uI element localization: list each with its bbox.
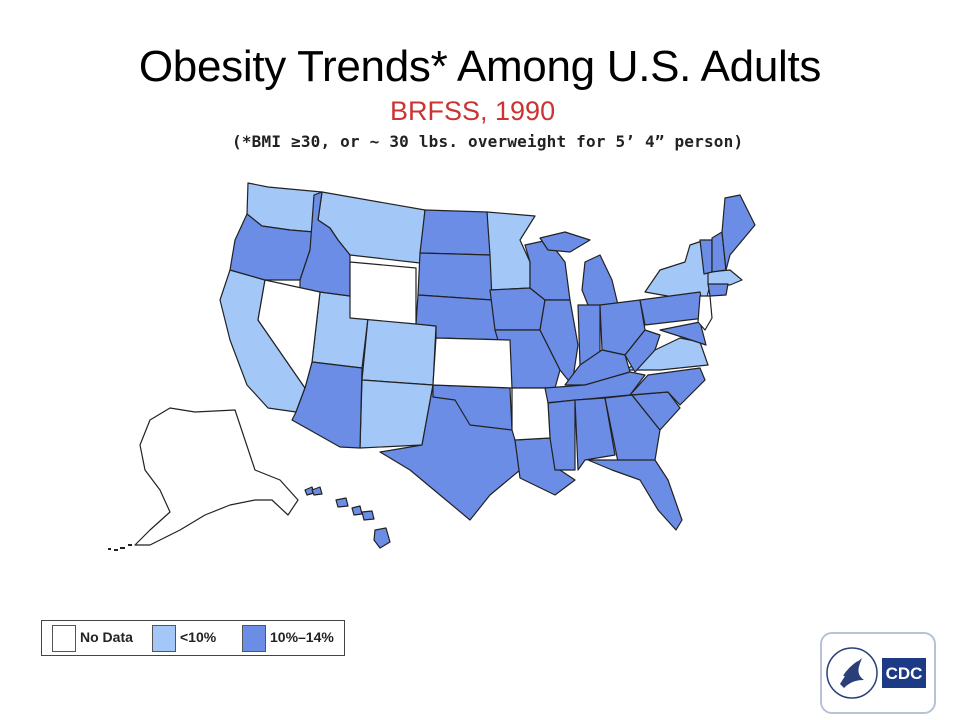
- state-new-jersey: [697, 295, 713, 331]
- state-west-virginia: [624, 329, 661, 373]
- state-hawaii-4: [351, 505, 363, 516]
- state-michigan-up: [539, 231, 591, 253]
- state-north-dakota: [419, 209, 491, 256]
- map-legend: No Data <10% 10%–14%: [41, 620, 345, 656]
- state-new-mexico: [359, 379, 434, 449]
- legend-swatch-10-14: [242, 625, 266, 652]
- state-arkansas: [511, 387, 551, 441]
- legend-label-lt10: <10%: [180, 629, 217, 645]
- state-hawaii-2: [311, 486, 323, 496]
- state-alaska: [134, 407, 299, 546]
- state-hawaii-6: [373, 527, 391, 549]
- state-south-dakota: [417, 252, 493, 301]
- state-hawaii-3: [335, 497, 349, 508]
- page-subtitle: BRFSS, 1990: [390, 96, 556, 126]
- state-georgia: [604, 394, 661, 463]
- alaska-islands: [108, 544, 132, 551]
- state-kansas: [432, 337, 513, 389]
- cdc-logo-text: CDC: [886, 664, 923, 683]
- legend-label-10-14: 10%–14%: [270, 629, 334, 645]
- 10-14-states: [229, 191, 756, 549]
- state-north-carolina: [629, 367, 706, 406]
- state-alabama: [574, 397, 616, 471]
- no-data-states: [134, 261, 713, 546]
- hhs-eagle-icon: CDC: [826, 647, 926, 699]
- legend-swatch-no-data: [52, 625, 76, 652]
- state-nevada: [257, 279, 321, 389]
- state-florida: [587, 459, 683, 531]
- hhs-cdc-logo: CDC: [820, 632, 936, 714]
- state-maryland: [659, 321, 707, 346]
- state-pennsylvania: [639, 291, 706, 326]
- state-colorado: [361, 317, 437, 386]
- state-hawaii-5: [361, 510, 375, 521]
- state-michigan: [581, 254, 619, 311]
- state-iowa: [489, 287, 546, 331]
- legend-swatch-lt10: [152, 625, 176, 652]
- state-arizona: [291, 361, 363, 449]
- bmi-footnote: (*BMI ≥30, or ~ 30 lbs. overweight for 5…: [232, 132, 744, 151]
- state-maine: [721, 194, 756, 271]
- state-wyoming: [349, 261, 417, 325]
- state-connecticut: [707, 283, 729, 297]
- legend-label-no-data: No Data: [80, 629, 133, 645]
- page-title: Obesity Trends* Among U.S. Adults: [138, 42, 822, 91]
